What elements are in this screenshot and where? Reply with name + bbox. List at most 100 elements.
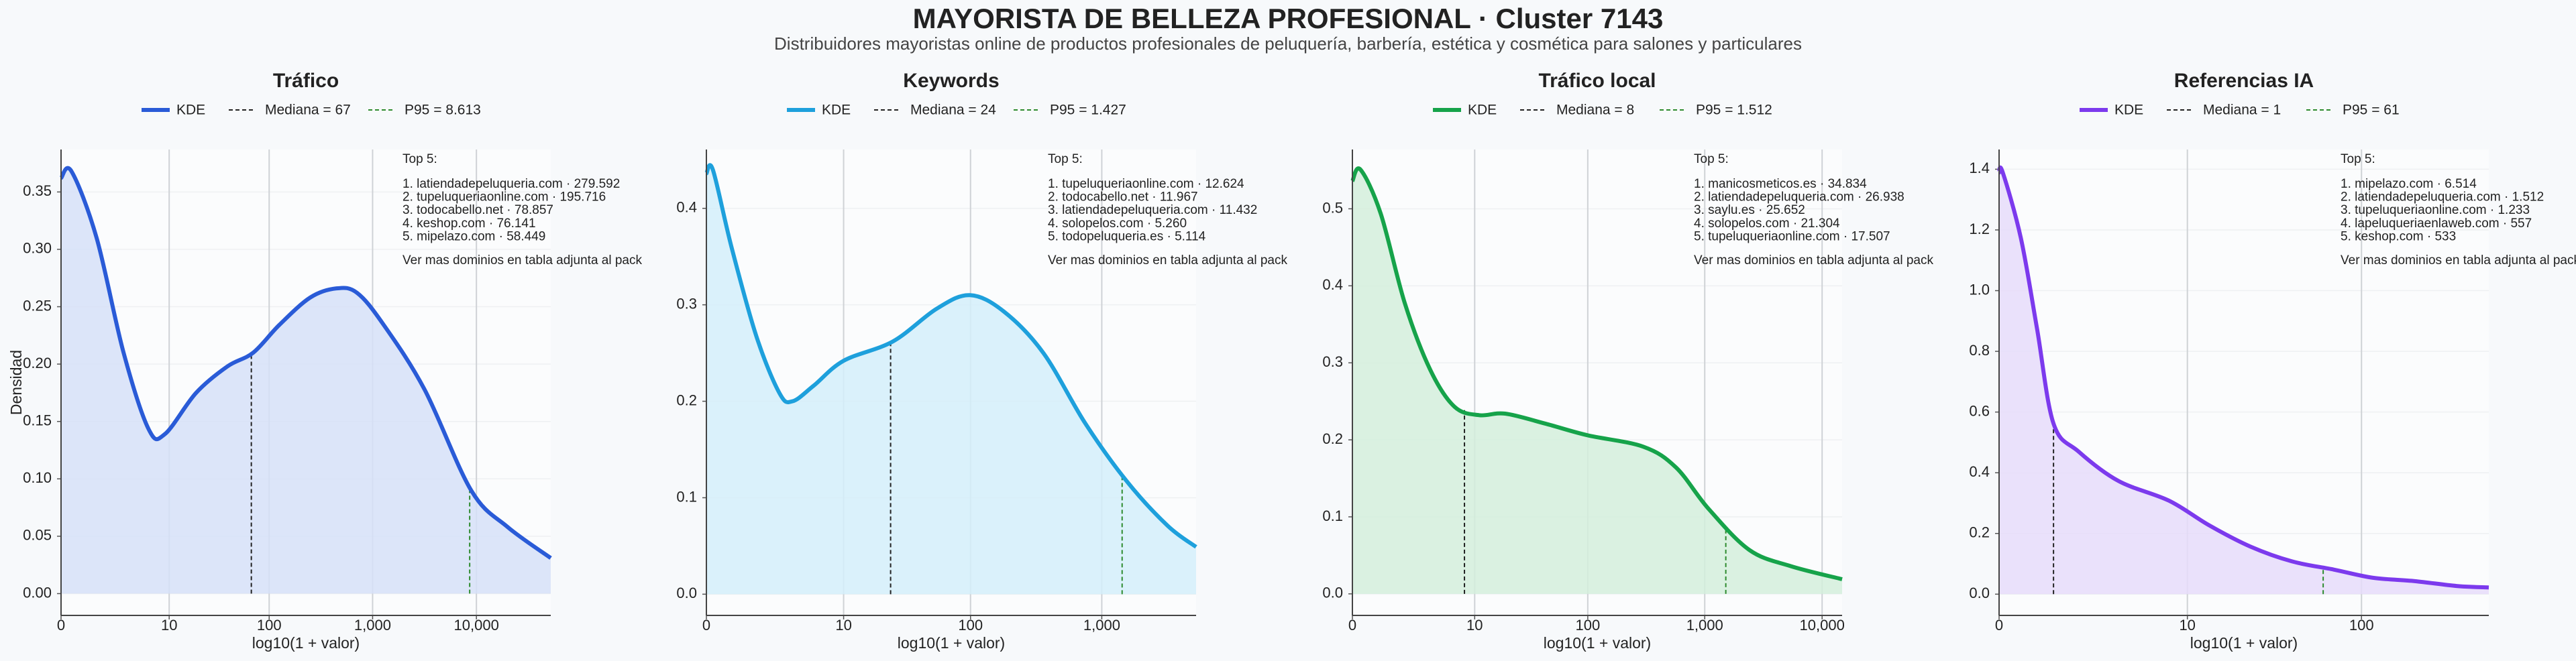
- annotation-item: 2. todocabello.net · 11.967: [1048, 190, 1198, 204]
- x-tick-label: 0: [1348, 617, 1356, 634]
- y-tick-label: 0.0: [1322, 585, 1343, 601]
- annotation-item: 3. latiendadepeluqueria.com · 11.432: [1048, 203, 1257, 217]
- kde-line: [704, 163, 1197, 549]
- y-tick-label: 0.20: [23, 355, 52, 371]
- kde-area: [706, 165, 1196, 595]
- annotation-item: 1. latiendadepeluqueria.com · 279.592: [402, 177, 620, 191]
- x-tick-label: 100: [958, 617, 983, 634]
- annotation-heading: Top 5:: [2341, 152, 2375, 166]
- y-axis-label: Densidad: [7, 350, 25, 415]
- figure-title: MAYORISTA DE BELLEZA PROFESIONAL · Clust…: [913, 3, 1664, 34]
- legend-label: P95 = 1.512: [1696, 103, 1772, 118]
- legend-label: KDE: [822, 103, 851, 118]
- annotation-item: 1. manicosmeticos.es · 34.834: [1694, 177, 1867, 191]
- y-tick-label: 0.2: [1969, 524, 1990, 541]
- legend-label: P95 = 61: [2343, 103, 2400, 118]
- x-tick-label: 10,000: [1800, 617, 1845, 634]
- legend-label: Mediana = 24: [910, 103, 996, 118]
- kde-line: [1350, 166, 1843, 581]
- y-tick-label: 0.30: [23, 240, 52, 257]
- annotation-item: 5. keshop.com · 533: [2341, 229, 2456, 243]
- y-tick-label: 0.0: [1969, 585, 1990, 601]
- annotation-heading: Top 5:: [402, 152, 437, 166]
- x-tick-label: 10,000: [454, 617, 499, 634]
- x-axis-label: log10(1 + valor): [898, 634, 1005, 652]
- legend-label: KDE: [176, 103, 205, 118]
- legend-label: Mediana = 8: [1556, 103, 1634, 118]
- legend-label: P95 = 8.613: [405, 103, 481, 118]
- x-tick-label: 0: [1995, 617, 2003, 634]
- y-tick-label: 0.2: [676, 392, 697, 408]
- annotation-item: 4. lapeluqueriaenlaweb.com · 557: [2341, 217, 2532, 231]
- y-tick-label: 0.5: [1322, 199, 1343, 216]
- annotation-heading: Top 5:: [1694, 152, 1729, 166]
- y-tick-label: 0.1: [1322, 507, 1343, 524]
- panel-title: Tráfico local: [1538, 70, 1656, 92]
- x-axis-label: log10(1 + valor): [2190, 634, 2298, 652]
- y-tick-label: 0.4: [1322, 276, 1343, 293]
- annotation-item: 2. latiendadepeluqueria.com · 26.938: [1694, 190, 1904, 204]
- x-tick-label: 10: [835, 617, 851, 634]
- kde-area: [1999, 167, 2489, 595]
- annotation-heading: Top 5:: [1048, 152, 1083, 166]
- annotation-item: 4. keshop.com · 76.141: [402, 217, 536, 231]
- y-tick-label: 0.8: [1969, 342, 1990, 359]
- annotation-note: Ver mas dominios en tabla adjunta al pac…: [1694, 253, 1933, 267]
- annotation-item: 2. tupeluqueriaonline.com · 195.716: [402, 190, 606, 204]
- annotation-item: 3. todocabello.net · 78.857: [402, 203, 553, 217]
- y-tick-label: 0.2: [1322, 430, 1343, 447]
- y-tick-label: 0.4: [1969, 463, 1990, 480]
- x-axis-label: log10(1 + valor): [1544, 634, 1651, 652]
- legend-label: KDE: [2114, 103, 2143, 118]
- kde-line: [59, 166, 552, 560]
- y-tick-label: 0.3: [676, 295, 697, 312]
- x-tick-label: 100: [2349, 617, 2374, 634]
- annotation-item: 3. saylu.es · 25.652: [1694, 203, 1805, 217]
- annotation-item: 1. tupeluqueriaonline.com · 12.624: [1048, 177, 1244, 191]
- annotation-item: 3. tupeluqueriaonline.com · 1.233: [2341, 203, 2530, 217]
- annotation-note: Ver mas dominios en tabla adjunta al pac…: [2341, 253, 2576, 267]
- y-tick-label: 0.10: [23, 469, 52, 486]
- x-tick-label: 100: [1575, 617, 1600, 634]
- annotation-item: 4. solopelos.com · 5.260: [1048, 217, 1187, 231]
- annotation-item: 5. todopeluqueria.es · 5.114: [1048, 229, 1206, 243]
- x-tick-label: 100: [257, 617, 282, 634]
- y-tick-label: 0.25: [23, 297, 52, 314]
- annotation-note: Ver mas dominios en tabla adjunta al pac…: [402, 253, 642, 267]
- annotation-item: 4. solopelos.com · 21.304: [1694, 217, 1840, 231]
- y-tick-label: 1.4: [1969, 160, 1990, 176]
- x-tick-label: 10: [2179, 617, 2195, 634]
- annotation-item: 5. mipelazo.com · 58.449: [402, 229, 545, 243]
- y-tick-label: 0.6: [1969, 402, 1990, 419]
- x-tick-label: 0: [702, 617, 710, 634]
- y-tick-label: 1.2: [1969, 221, 1990, 237]
- x-tick-label: 10: [161, 617, 177, 634]
- y-tick-label: 0.0: [676, 585, 697, 601]
- kde-area: [1352, 168, 1842, 594]
- y-tick-label: 0.35: [23, 182, 52, 199]
- y-tick-label: 1.0: [1969, 281, 1990, 298]
- kde-line: [1997, 165, 2489, 590]
- panel-title: Keywords: [903, 70, 999, 92]
- annotation-item: 1. mipelazo.com · 6.514: [2341, 177, 2477, 191]
- panel-title: Referencias IA: [2174, 70, 2314, 92]
- annotation-item: 2. latiendadepeluqueria.com · 1.512: [2341, 190, 2544, 204]
- x-tick-label: 10: [1466, 617, 1483, 634]
- x-axis-label: log10(1 + valor): [252, 634, 360, 652]
- legend-label: Mediana = 1: [2203, 103, 2281, 118]
- legend-label: P95 = 1.427: [1050, 103, 1126, 118]
- legend-label: KDE: [1468, 103, 1497, 118]
- x-tick-label: 0: [57, 617, 65, 634]
- x-tick-label: 1,000: [354, 617, 391, 634]
- figure-subtitle: Distribuidores mayoristas online de prod…: [774, 34, 1802, 54]
- y-tick-label: 0.3: [1322, 353, 1343, 370]
- panel-title: Tráfico: [273, 70, 339, 92]
- y-tick-label: 0.4: [676, 199, 697, 216]
- x-tick-label: 1,000: [1083, 617, 1120, 634]
- y-tick-label: 0.05: [23, 527, 52, 544]
- annotation-note: Ver mas dominios en tabla adjunta al pac…: [1048, 253, 1287, 267]
- y-tick-label: 0.1: [676, 488, 697, 505]
- annotation-item: 5. tupeluqueriaonline.com · 17.507: [1694, 229, 1890, 243]
